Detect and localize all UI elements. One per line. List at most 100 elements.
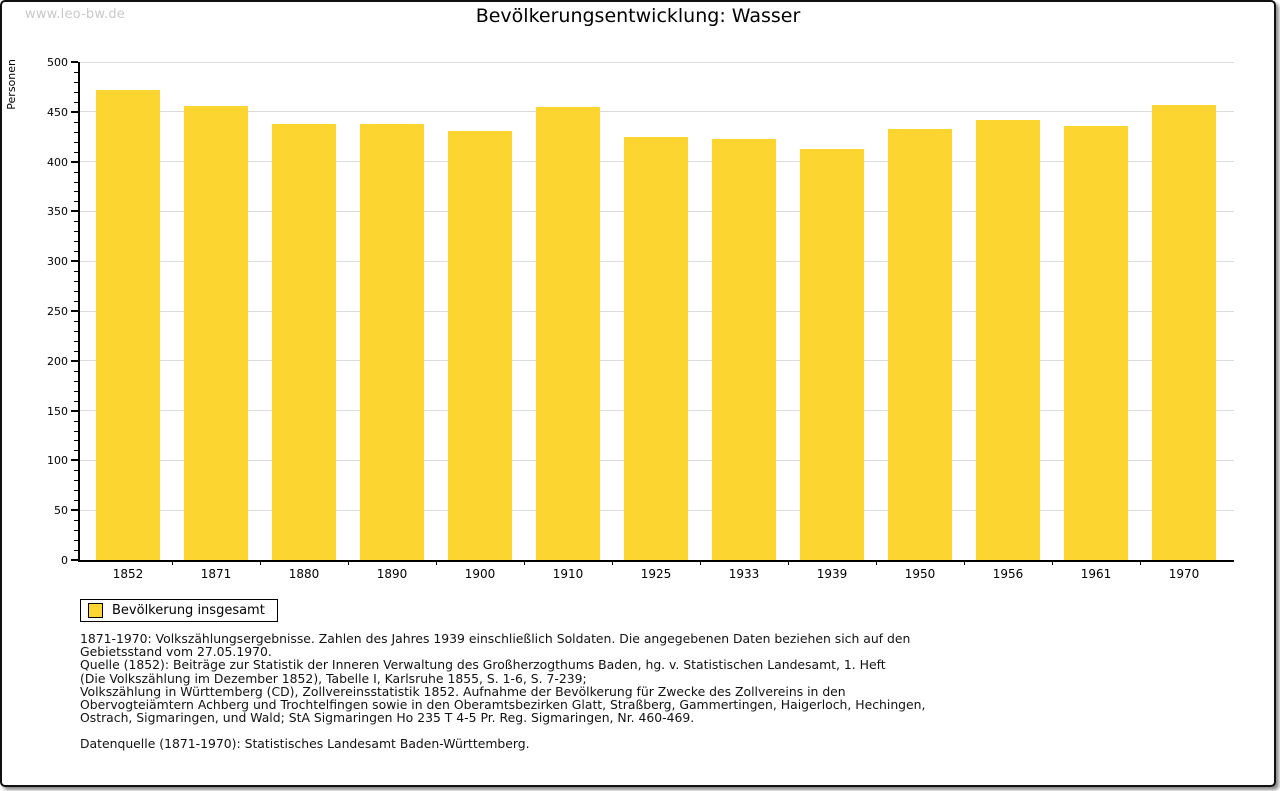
y-tick-label: 150 — [47, 404, 68, 418]
x-tick — [788, 560, 789, 565]
y-tick-label: 500 — [47, 56, 68, 69]
y-minor-tick — [74, 480, 78, 482]
x-tick — [964, 560, 965, 565]
footnote-line: Gebietsstand vom 27.05.1970. — [80, 644, 272, 660]
y-tick-label: 400 — [47, 155, 68, 169]
y-major-tick — [71, 110, 78, 113]
chart-title: Bevölkerungsentwicklung: Wasser — [475, 5, 801, 27]
footnote-line: Obervogteiämtern Achberg und Trochtelfin… — [80, 697, 926, 713]
bar-1956 — [976, 119, 1040, 560]
y-major-tick — [71, 210, 78, 213]
x-tick — [876, 560, 877, 565]
y-tick-label: 0 — [61, 554, 68, 567]
bar-1950 — [888, 128, 952, 560]
bar-1939 — [800, 148, 864, 560]
y-tick-label: 350 — [47, 205, 68, 219]
y-axis-title: Personen — [5, 59, 18, 110]
gridline — [80, 61, 1234, 63]
y-major-tick — [71, 559, 78, 561]
x-tick — [436, 560, 437, 565]
bar-1970 — [1152, 104, 1216, 560]
y-minor-tick — [74, 530, 78, 532]
x-tick — [260, 560, 261, 565]
x-tick-label: 1970 — [1168, 567, 1200, 581]
y-minor-tick — [74, 520, 78, 522]
x-tick — [524, 560, 525, 565]
bar-1890 — [360, 123, 424, 560]
y-minor-tick — [74, 131, 78, 133]
y-minor-tick — [74, 271, 78, 273]
x-tick-label: 1852 — [112, 567, 144, 581]
bar-1871 — [184, 105, 248, 560]
y-minor-tick — [74, 470, 78, 472]
y-minor-tick — [74, 291, 78, 293]
y-minor-tick — [74, 181, 78, 183]
x-tick — [700, 560, 701, 565]
y-minor-tick — [74, 540, 78, 542]
x-tick — [612, 560, 613, 565]
y-major-tick — [71, 359, 78, 362]
legend-label: Bevölkerung insgesamt — [112, 603, 265, 618]
y-major-tick — [71, 459, 78, 462]
x-tick-label: 1890 — [376, 567, 408, 581]
footnote-line: Quelle (1852): Beiträge zur Statistik de… — [80, 657, 886, 673]
site-watermark: www.leo-bw.de — [25, 7, 126, 22]
y-minor-tick — [74, 81, 78, 83]
legend-box: Bevölkerung insgesamt — [80, 599, 278, 622]
x-tick — [1052, 560, 1053, 565]
legend-swatch-icon — [88, 603, 103, 618]
y-minor-tick — [74, 301, 78, 303]
y-minor-tick — [74, 420, 78, 422]
y-minor-tick — [74, 350, 78, 352]
y-major-tick — [71, 260, 78, 263]
y-minor-tick — [74, 91, 78, 93]
plot-area: 0 50 100 150 200 250 300 350 400 450 500 1852 1871 1… — [47, 56, 1234, 581]
y-minor-tick — [74, 380, 78, 382]
y-tick-label: 50 — [54, 504, 68, 518]
bar-1961 — [1064, 125, 1128, 560]
y-minor-tick — [74, 430, 78, 432]
x-tick-label: 1956 — [992, 567, 1024, 581]
y-tick-label: 300 — [47, 255, 68, 269]
y-tick-label: 100 — [47, 454, 68, 468]
y-minor-tick — [74, 71, 78, 73]
footnote-line: Volkszählung in Württemberg (CD), Zollve… — [80, 683, 846, 699]
x-tick-label: 1939 — [816, 567, 848, 581]
y-minor-tick — [74, 390, 78, 392]
x-tick-label: 1871 — [200, 567, 232, 581]
y-minor-tick — [74, 400, 78, 402]
y-minor-tick — [74, 550, 78, 552]
footnote-text: 1871-1970: Volkszählungsergebnisse. Zahl… — [80, 631, 926, 725]
y-minor-tick — [74, 281, 78, 283]
x-tick — [1140, 560, 1141, 565]
x-tick-label: 1950 — [904, 567, 936, 581]
y-minor-tick — [74, 141, 78, 143]
x-tick — [348, 560, 349, 565]
y-minor-tick — [74, 241, 78, 243]
y-major-tick — [71, 61, 78, 63]
y-minor-tick — [74, 440, 78, 442]
footnote-line: 1871-1970: Volkszählungsergebnisse. Zahl… — [80, 631, 911, 646]
y-minor-tick — [74, 191, 78, 193]
x-tick-label: 1880 — [288, 567, 320, 581]
bar-1900 — [448, 130, 512, 560]
y-minor-tick — [74, 201, 78, 203]
y-minor-tick — [74, 450, 78, 452]
y-major-tick — [71, 409, 78, 412]
y-minor-tick — [74, 121, 78, 123]
bar-1910 — [536, 106, 600, 560]
y-tick-label: 250 — [47, 305, 68, 318]
y-minor-tick — [74, 231, 78, 233]
bar-1925 — [624, 136, 688, 560]
x-tick-label: 1925 — [640, 567, 672, 581]
x-tick-label: 1900 — [464, 567, 496, 581]
y-major-tick — [71, 509, 78, 512]
y-minor-tick — [74, 221, 78, 223]
y-minor-tick — [74, 500, 78, 502]
bar-1852 — [96, 89, 160, 560]
y-tick-label: 200 — [47, 354, 68, 368]
y-minor-tick — [74, 151, 78, 153]
y-tick-label: 450 — [47, 105, 68, 119]
y-minor-tick — [74, 490, 78, 492]
